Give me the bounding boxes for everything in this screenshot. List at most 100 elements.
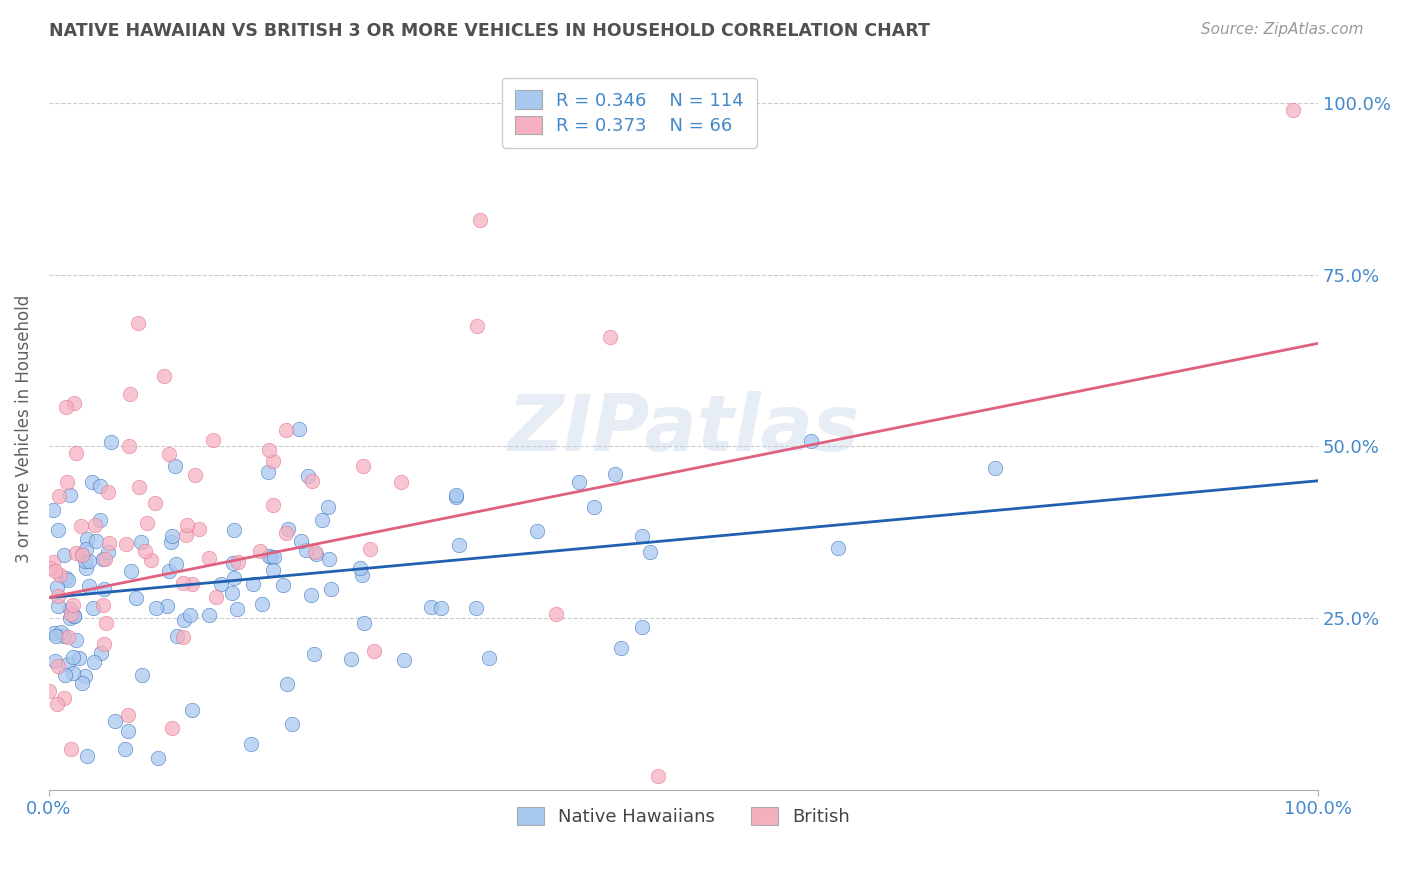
Point bbox=[419, 600, 441, 615]
Point bbox=[339, 652, 361, 666]
Point bbox=[59, 602, 82, 616]
Point bbox=[59, 487, 82, 501]
Point bbox=[179, 608, 201, 623]
Point bbox=[647, 769, 669, 783]
Point bbox=[160, 535, 183, 549]
Point bbox=[316, 500, 339, 514]
Point bbox=[202, 434, 225, 448]
Point bbox=[262, 498, 284, 512]
Point bbox=[55, 571, 77, 585]
Point bbox=[118, 439, 141, 453]
Point bbox=[127, 316, 149, 330]
Point bbox=[582, 500, 605, 514]
Point bbox=[297, 469, 319, 483]
Point bbox=[304, 545, 326, 559]
Point bbox=[83, 517, 105, 532]
Point bbox=[55, 401, 77, 415]
Point bbox=[38, 561, 60, 575]
Point bbox=[359, 541, 381, 556]
Point bbox=[75, 668, 97, 682]
Point bbox=[319, 582, 342, 596]
Point bbox=[1281, 103, 1303, 117]
Point bbox=[228, 555, 250, 569]
Point bbox=[153, 368, 176, 383]
Point bbox=[249, 544, 271, 558]
Point bbox=[134, 543, 156, 558]
Point bbox=[430, 601, 453, 615]
Point bbox=[631, 620, 654, 634]
Point bbox=[630, 529, 652, 543]
Point bbox=[56, 630, 79, 644]
Point bbox=[89, 479, 111, 493]
Point bbox=[983, 460, 1005, 475]
Point bbox=[197, 608, 219, 623]
Point bbox=[209, 577, 232, 591]
Point bbox=[42, 626, 65, 640]
Point bbox=[49, 625, 72, 640]
Point bbox=[115, 537, 138, 551]
Point bbox=[82, 475, 104, 489]
Point bbox=[180, 577, 202, 591]
Point bbox=[470, 212, 492, 227]
Point bbox=[60, 607, 83, 621]
Point bbox=[349, 561, 371, 575]
Point bbox=[257, 549, 280, 564]
Point bbox=[256, 465, 278, 479]
Point bbox=[605, 467, 627, 482]
Point bbox=[48, 489, 70, 503]
Point bbox=[305, 547, 328, 561]
Point bbox=[67, 651, 90, 665]
Point bbox=[353, 616, 375, 631]
Point bbox=[65, 546, 87, 560]
Point bbox=[46, 580, 69, 594]
Point bbox=[274, 424, 297, 438]
Point bbox=[363, 644, 385, 658]
Point bbox=[205, 591, 228, 605]
Point bbox=[65, 446, 87, 460]
Point bbox=[124, 591, 146, 605]
Point bbox=[56, 475, 79, 489]
Point bbox=[77, 578, 100, 592]
Point bbox=[157, 564, 180, 578]
Point bbox=[128, 480, 150, 494]
Point bbox=[568, 475, 591, 489]
Point bbox=[94, 615, 117, 630]
Point bbox=[172, 575, 194, 590]
Point bbox=[70, 518, 93, 533]
Point bbox=[166, 629, 188, 643]
Point bbox=[63, 609, 86, 624]
Point bbox=[444, 490, 467, 504]
Point bbox=[63, 608, 86, 623]
Point bbox=[277, 522, 299, 536]
Point bbox=[392, 653, 415, 667]
Point bbox=[117, 723, 139, 738]
Point bbox=[89, 513, 111, 527]
Point bbox=[53, 691, 76, 706]
Point bbox=[148, 750, 170, 764]
Point bbox=[129, 534, 152, 549]
Point bbox=[165, 557, 187, 571]
Point bbox=[44, 565, 66, 579]
Point bbox=[197, 551, 219, 566]
Point bbox=[610, 640, 633, 655]
Point bbox=[263, 549, 285, 564]
Point bbox=[280, 717, 302, 731]
Point bbox=[176, 518, 198, 533]
Point bbox=[73, 554, 96, 568]
Point bbox=[117, 708, 139, 723]
Point bbox=[93, 637, 115, 651]
Point bbox=[181, 703, 204, 717]
Point bbox=[290, 533, 312, 548]
Point bbox=[276, 676, 298, 690]
Point bbox=[350, 568, 373, 582]
Point bbox=[56, 657, 79, 672]
Point bbox=[53, 548, 76, 562]
Point bbox=[465, 319, 488, 334]
Point bbox=[82, 601, 104, 615]
Point bbox=[114, 741, 136, 756]
Point bbox=[299, 588, 322, 602]
Point bbox=[97, 545, 120, 559]
Point bbox=[62, 665, 84, 680]
Point bbox=[63, 396, 86, 410]
Point bbox=[225, 602, 247, 616]
